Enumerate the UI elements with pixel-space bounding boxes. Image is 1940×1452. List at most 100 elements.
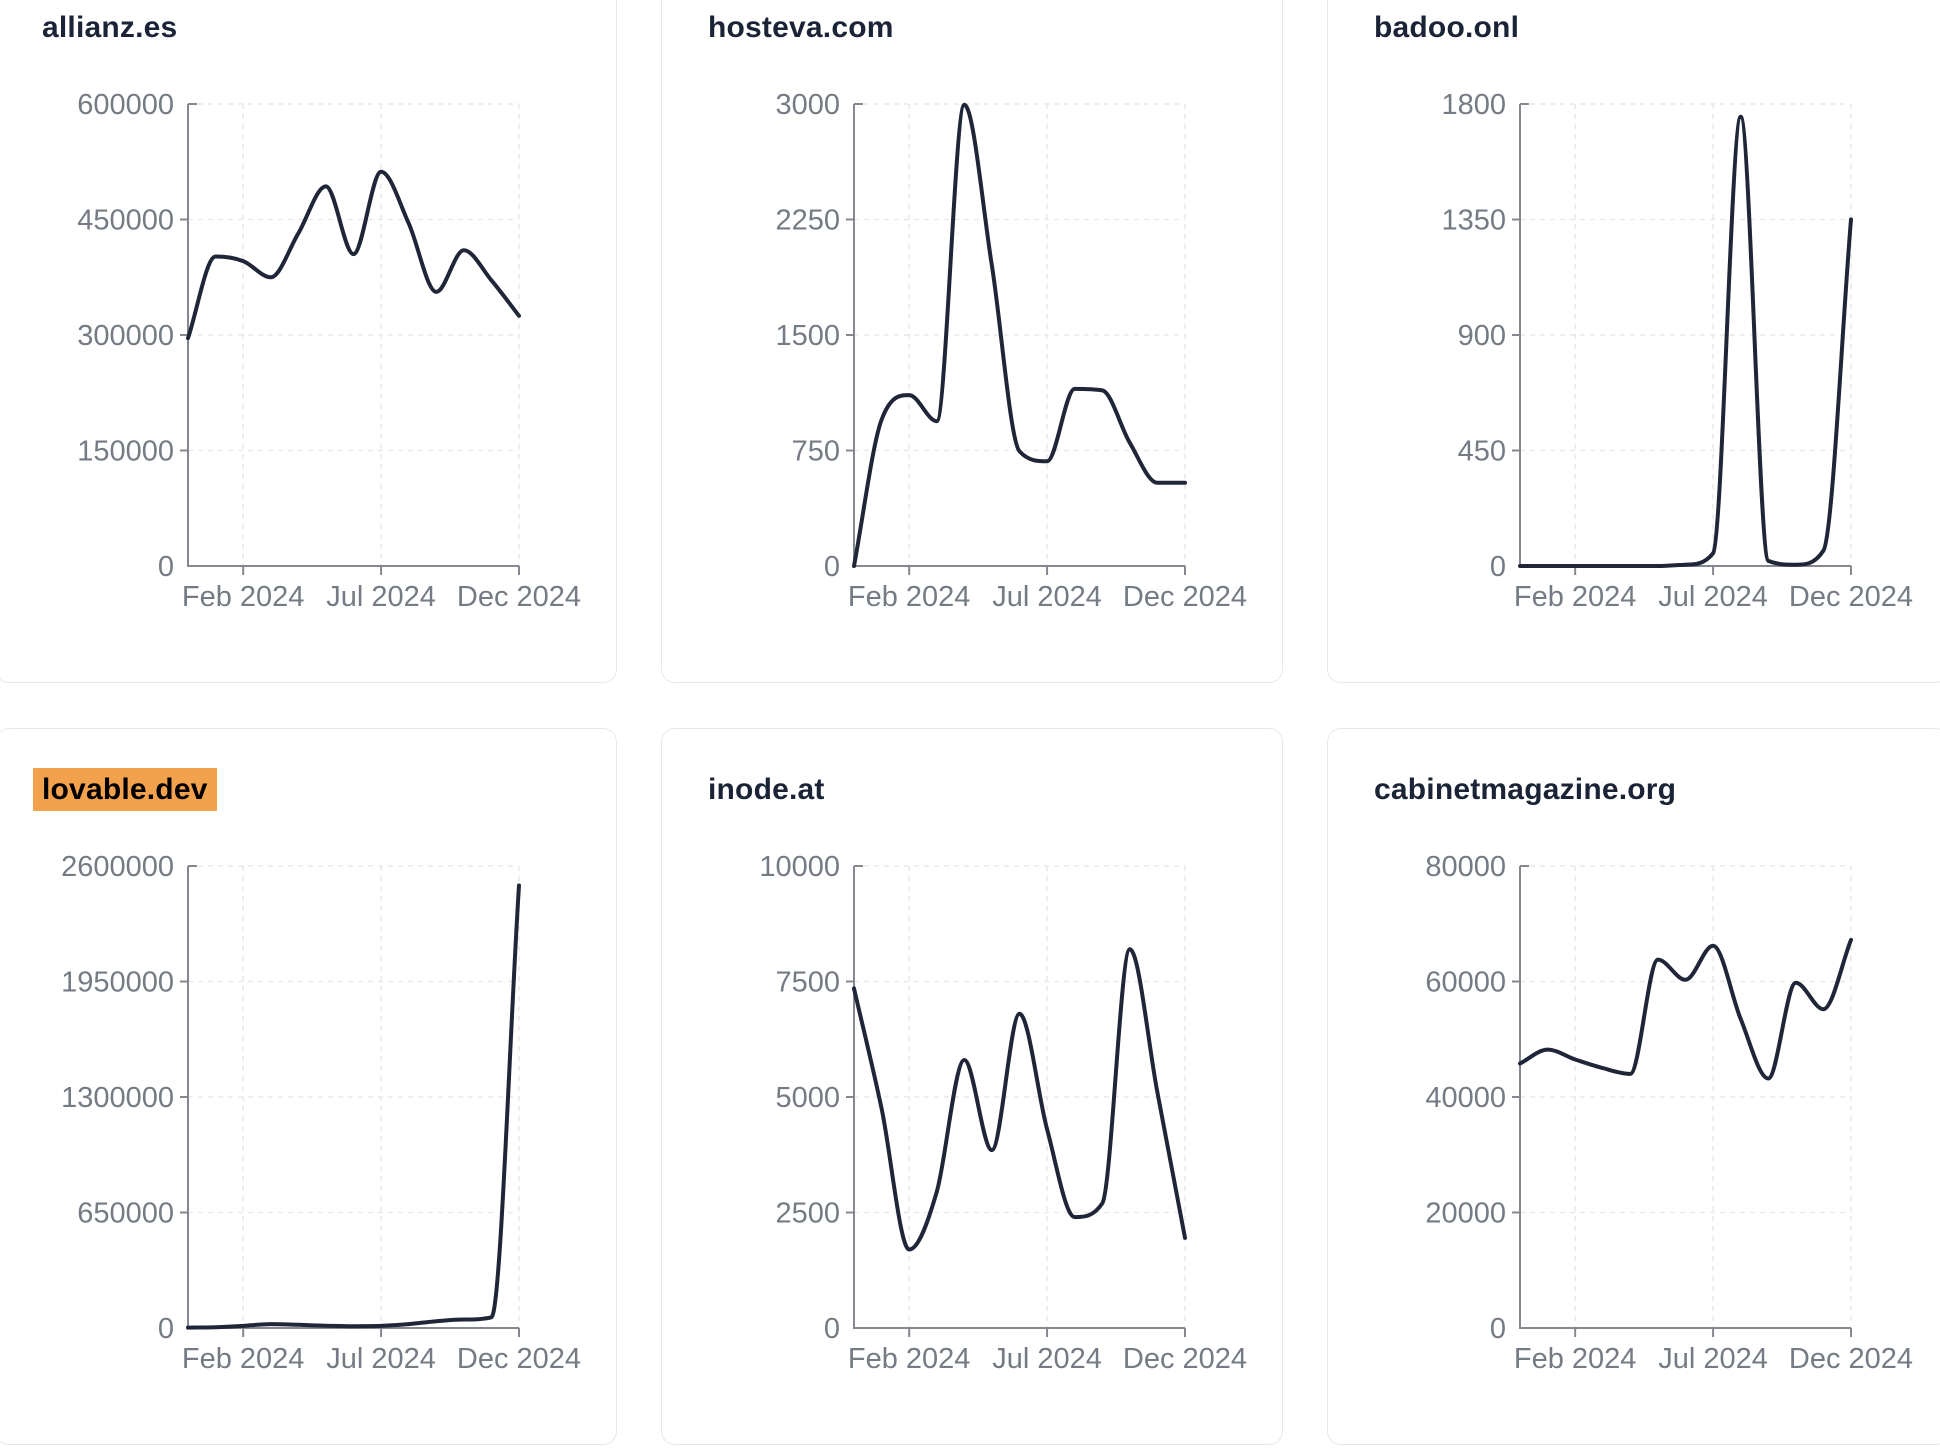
svg-text:Dec 2024: Dec 2024 xyxy=(457,1343,581,1375)
svg-text:60000: 60000 xyxy=(1425,967,1506,999)
line-chart-hosteva: 0 750 1500 2250 3000 Feb 2024 Jul 2024 Dec 2024 xyxy=(775,89,1247,613)
svg-text:600000: 600000 xyxy=(77,89,174,121)
svg-text:150000: 150000 xyxy=(77,436,174,468)
axes xyxy=(846,103,1186,575)
x-axis-tick-labels: Feb 2024 Jul 2024 Dec 2024 xyxy=(182,581,581,613)
x-axis-tick-labels: Feb 2024 Jul 2024 Dec 2024 xyxy=(1514,1343,1913,1375)
svg-text:Jul 2024: Jul 2024 xyxy=(1658,581,1768,613)
axes xyxy=(1512,865,1852,1337)
chart-card-inode: inode.at 0 2500 5000 7500 10000 Feb 2024 Jul 2… xyxy=(661,728,1283,1445)
svg-text:0: 0 xyxy=(1490,1313,1506,1345)
x-axis-tick-labels: Feb 2024 Jul 2024 Dec 2024 xyxy=(848,581,1247,613)
svg-text:Dec 2024: Dec 2024 xyxy=(1123,581,1247,613)
y-axis-tick-labels: 0 150000 300000 450000 600000 xyxy=(77,89,174,583)
svg-text:1300000: 1300000 xyxy=(61,1082,174,1114)
svg-text:10000: 10000 xyxy=(759,851,840,883)
axes xyxy=(180,865,520,1337)
svg-text:Jul 2024: Jul 2024 xyxy=(326,1343,436,1375)
gridlines xyxy=(188,103,520,566)
axes xyxy=(1512,103,1852,575)
svg-text:Feb 2024: Feb 2024 xyxy=(848,1343,971,1375)
chart-title-text: hosteva.com xyxy=(708,11,894,44)
svg-text:300000: 300000 xyxy=(77,320,174,352)
svg-text:80000: 80000 xyxy=(1425,851,1506,883)
x-axis-tick-labels: Feb 2024 Jul 2024 Dec 2024 xyxy=(1514,581,1913,613)
axes xyxy=(846,865,1186,1337)
chart-card-badoo: badoo.onl 0 450 900 1350 1800 Feb 2024 Jul 202… xyxy=(1327,0,1940,683)
x-axis-tick-labels: Feb 2024 Jul 2024 Dec 2024 xyxy=(848,1343,1247,1375)
gridlines xyxy=(188,865,520,1328)
y-axis-tick-labels: 0 20000 40000 60000 80000 xyxy=(1425,851,1506,1345)
svg-text:5000: 5000 xyxy=(775,1082,840,1114)
svg-text:Dec 2024: Dec 2024 xyxy=(1123,1343,1247,1375)
svg-text:1500: 1500 xyxy=(775,320,840,352)
svg-text:Dec 2024: Dec 2024 xyxy=(457,581,581,613)
y-axis-tick-labels: 0 650000 1300000 1950000 2600000 xyxy=(61,851,174,1345)
chart-card-lovable: lovable.dev 0 650000 1300000 1950000 2600000… xyxy=(0,728,617,1445)
chart-title: inode.at xyxy=(708,773,825,807)
svg-text:450000: 450000 xyxy=(77,205,174,237)
svg-text:1950000: 1950000 xyxy=(61,967,174,999)
y-axis-tick-labels: 0 750 1500 2250 3000 xyxy=(775,89,840,583)
svg-text:3000: 3000 xyxy=(775,89,840,121)
y-axis-tick-labels: 0 450 900 1350 1800 xyxy=(1441,89,1506,583)
svg-text:0: 0 xyxy=(158,1313,174,1345)
chart-card-allianz: allianz.es 0 150000 300000 450000 600000 Feb … xyxy=(0,0,617,683)
svg-text:900: 900 xyxy=(1458,320,1506,352)
gridlines xyxy=(854,865,1186,1328)
svg-text:Jul 2024: Jul 2024 xyxy=(992,581,1102,613)
axes xyxy=(180,103,520,575)
svg-text:0: 0 xyxy=(824,551,840,583)
svg-text:Feb 2024: Feb 2024 xyxy=(848,581,971,613)
chart-title-text: badoo.onl xyxy=(1374,11,1520,44)
svg-text:1800: 1800 xyxy=(1441,89,1506,121)
line-chart-lovable: 0 650000 1300000 1950000 2600000 Feb 2024 Jul … xyxy=(61,851,581,1375)
svg-text:2600000: 2600000 xyxy=(61,851,174,883)
svg-text:Jul 2024: Jul 2024 xyxy=(1658,1343,1768,1375)
svg-text:2250: 2250 xyxy=(775,205,840,237)
chart-title: cabinetmagazine.org xyxy=(1374,773,1676,807)
gridlines xyxy=(1520,103,1852,566)
svg-text:Feb 2024: Feb 2024 xyxy=(182,1343,305,1375)
svg-text:750: 750 xyxy=(792,436,840,468)
series-line xyxy=(852,102,1187,568)
svg-text:Feb 2024: Feb 2024 xyxy=(1514,581,1637,613)
svg-text:20000: 20000 xyxy=(1425,1198,1506,1230)
svg-text:40000: 40000 xyxy=(1425,1082,1506,1114)
chart-title-text: inode.at xyxy=(708,773,825,806)
series-line xyxy=(852,947,1187,1252)
svg-text:450: 450 xyxy=(1458,436,1506,468)
line-chart-cabinetmagazine: 0 20000 40000 60000 80000 Feb 2024 Jul 2024 Dec… xyxy=(1425,851,1913,1375)
svg-text:Jul 2024: Jul 2024 xyxy=(992,1343,1102,1375)
line-chart-allianz: 0 150000 300000 450000 600000 Feb 2024 Jul 202… xyxy=(77,89,581,613)
svg-text:Jul 2024: Jul 2024 xyxy=(326,581,436,613)
x-axis-tick-labels: Feb 2024 Jul 2024 Dec 2024 xyxy=(182,1343,581,1375)
svg-text:2500: 2500 xyxy=(775,1198,840,1230)
chart-card-hosteva: hosteva.com 0 750 1500 2250 3000 Feb 2024 Jul … xyxy=(661,0,1283,683)
chart-title: badoo.onl xyxy=(1374,11,1519,45)
svg-text:0: 0 xyxy=(158,551,174,583)
y-axis-tick-labels: 0 2500 5000 7500 10000 xyxy=(759,851,840,1345)
chart-title: hosteva.com xyxy=(708,11,894,45)
svg-text:Dec 2024: Dec 2024 xyxy=(1789,581,1913,613)
chart-title: allianz.es xyxy=(42,11,177,45)
svg-text:650000: 650000 xyxy=(77,1198,174,1230)
gridlines xyxy=(1520,865,1852,1328)
line-chart-badoo: 0 450 900 1350 1800 Feb 2024 Jul 2024 Dec 2024 xyxy=(1441,89,1913,613)
series-line xyxy=(186,883,521,1330)
series-line xyxy=(186,169,521,341)
svg-text:0: 0 xyxy=(1490,551,1506,583)
chart-title: lovable.dev xyxy=(33,768,217,811)
chart-title-text: cabinetmagazine.org xyxy=(1374,773,1677,806)
svg-text:7500: 7500 xyxy=(775,967,840,999)
svg-text:0: 0 xyxy=(824,1313,840,1345)
svg-text:1350: 1350 xyxy=(1441,205,1506,237)
svg-text:Feb 2024: Feb 2024 xyxy=(1514,1343,1637,1375)
chart-title-text: lovable.dev xyxy=(33,768,217,811)
chart-card-cabinetmagazine: cabinetmagazine.org 0 20000 40000 60000 8000… xyxy=(1327,728,1940,1445)
series-line xyxy=(1518,937,1853,1081)
svg-text:Feb 2024: Feb 2024 xyxy=(182,581,305,613)
gridlines xyxy=(854,103,1186,566)
chart-title-text: allianz.es xyxy=(42,11,178,44)
